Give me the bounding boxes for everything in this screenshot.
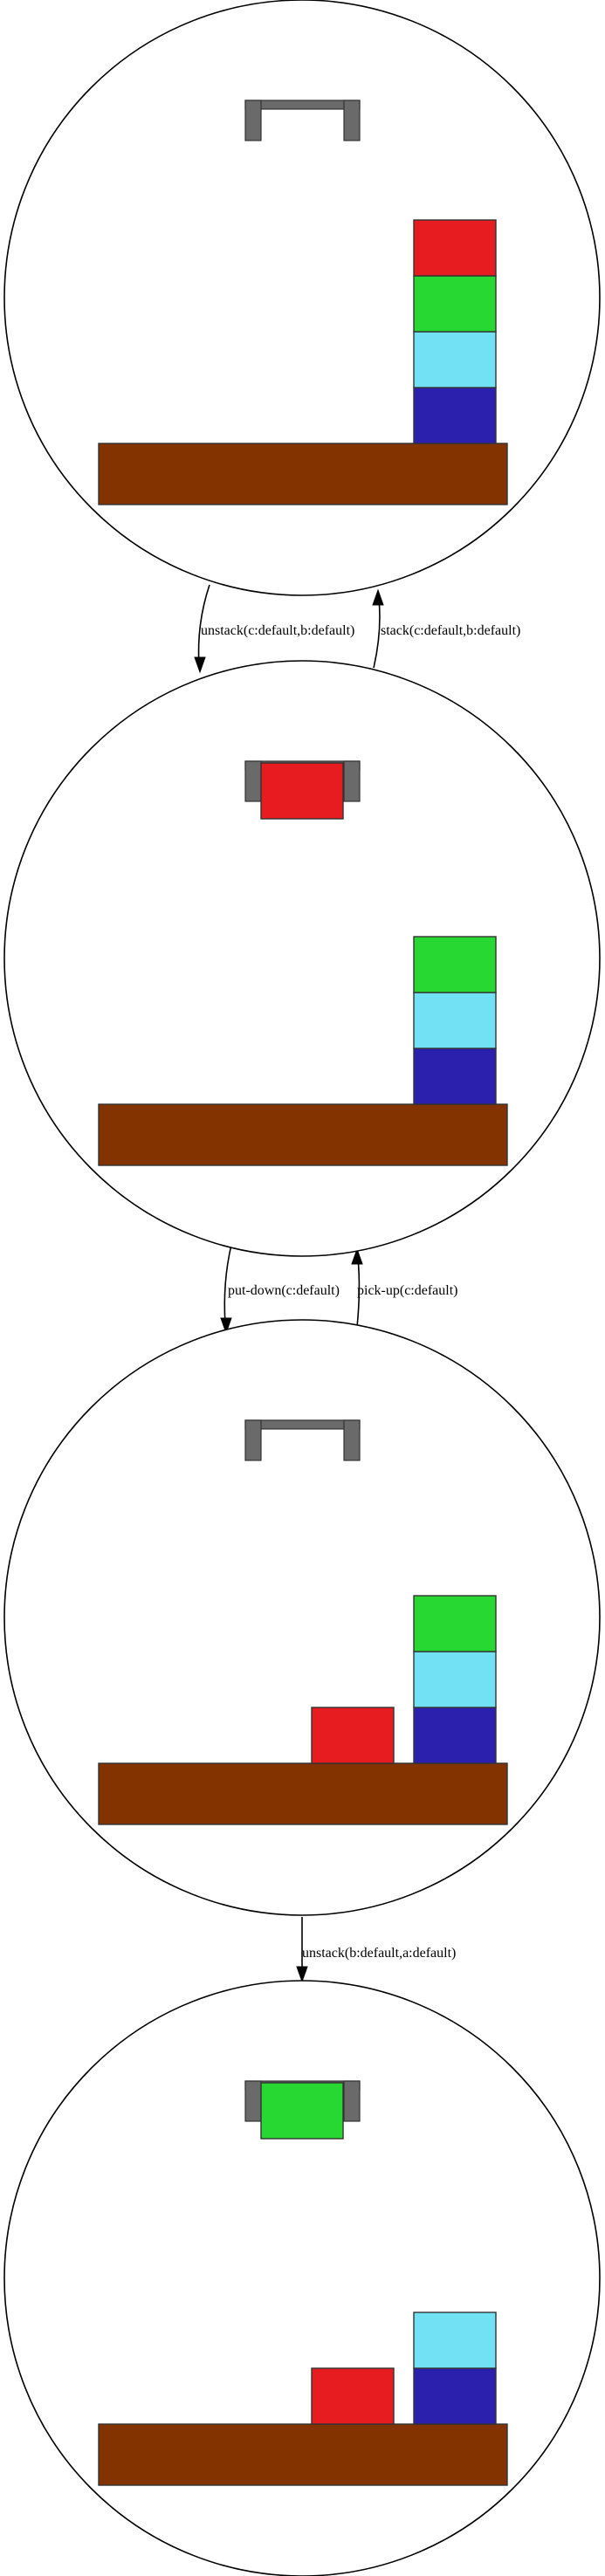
block-d	[413, 275, 497, 333]
block-b	[413, 1651, 497, 1708]
arrowhead	[194, 656, 206, 674]
table	[98, 1762, 508, 1825]
edge-line	[373, 598, 381, 669]
block-d	[413, 936, 497, 993]
edge-label: put-down(c:default)	[228, 1283, 340, 1298]
block-c	[311, 1707, 395, 1764]
block-b	[413, 331, 497, 388]
block-b	[413, 2312, 497, 2369]
gripper-left-finger	[244, 1419, 262, 1461]
gripper	[244, 1419, 361, 1461]
edge-label: unstack(b:default,a:default)	[302, 1946, 456, 1961]
block-a	[413, 1707, 497, 1764]
gripper-bar	[244, 100, 361, 110]
state-node	[3, 0, 601, 596]
table	[98, 1103, 508, 1166]
gripper-bar	[244, 1419, 361, 1430]
arrowhead	[296, 1966, 308, 1983]
edge-line	[197, 584, 210, 666]
gripper-left-finger	[244, 760, 262, 802]
gripper-left-finger	[244, 100, 262, 141]
states-layer	[3, 0, 601, 2576]
arrowhead	[351, 1247, 363, 1265]
edge-label: pick-up(c:default)	[357, 1283, 458, 1298]
block-c	[413, 219, 497, 277]
gripper-right-finger	[343, 760, 361, 802]
arrowhead	[372, 588, 384, 606]
gripper-left-finger	[244, 2080, 262, 2122]
block-a	[413, 387, 497, 444]
gripper-right-finger	[343, 100, 361, 141]
held-block-c	[260, 762, 344, 820]
state-circle	[3, 1319, 601, 1916]
block-a	[413, 1048, 497, 1105]
state-circle	[3, 0, 601, 596]
edge-labels-layer: unstack(c:default,b:default) stack(c:defa…	[201, 623, 520, 1961]
state-node	[3, 1980, 601, 2576]
transition-edge	[194, 584, 210, 674]
state-circle	[3, 1980, 601, 2576]
state-node	[3, 1319, 601, 1916]
table	[98, 443, 508, 505]
edge-line	[223, 1244, 232, 1325]
state-node	[3, 660, 601, 1257]
transition-edge	[220, 1244, 232, 1335]
state-circle	[3, 660, 601, 1257]
block-b	[413, 992, 497, 1049]
edges-layer	[194, 584, 384, 1983]
arrowhead	[220, 1317, 232, 1335]
gripper-right-finger	[343, 2080, 361, 2122]
transition-edge	[372, 588, 384, 669]
gripper	[244, 100, 361, 141]
edge-label: stack(c:default,b:default)	[381, 623, 520, 638]
gripper-right-finger	[343, 1419, 361, 1461]
block-c	[311, 2367, 395, 2425]
transition-edge	[296, 1917, 308, 1983]
table	[98, 2423, 508, 2486]
held-block-d	[260, 2082, 344, 2140]
transition-edge	[351, 1247, 363, 1328]
block-d	[413, 1595, 497, 1652]
edge-label: unstack(c:default,b:default)	[201, 623, 354, 638]
block-a	[413, 2367, 497, 2425]
